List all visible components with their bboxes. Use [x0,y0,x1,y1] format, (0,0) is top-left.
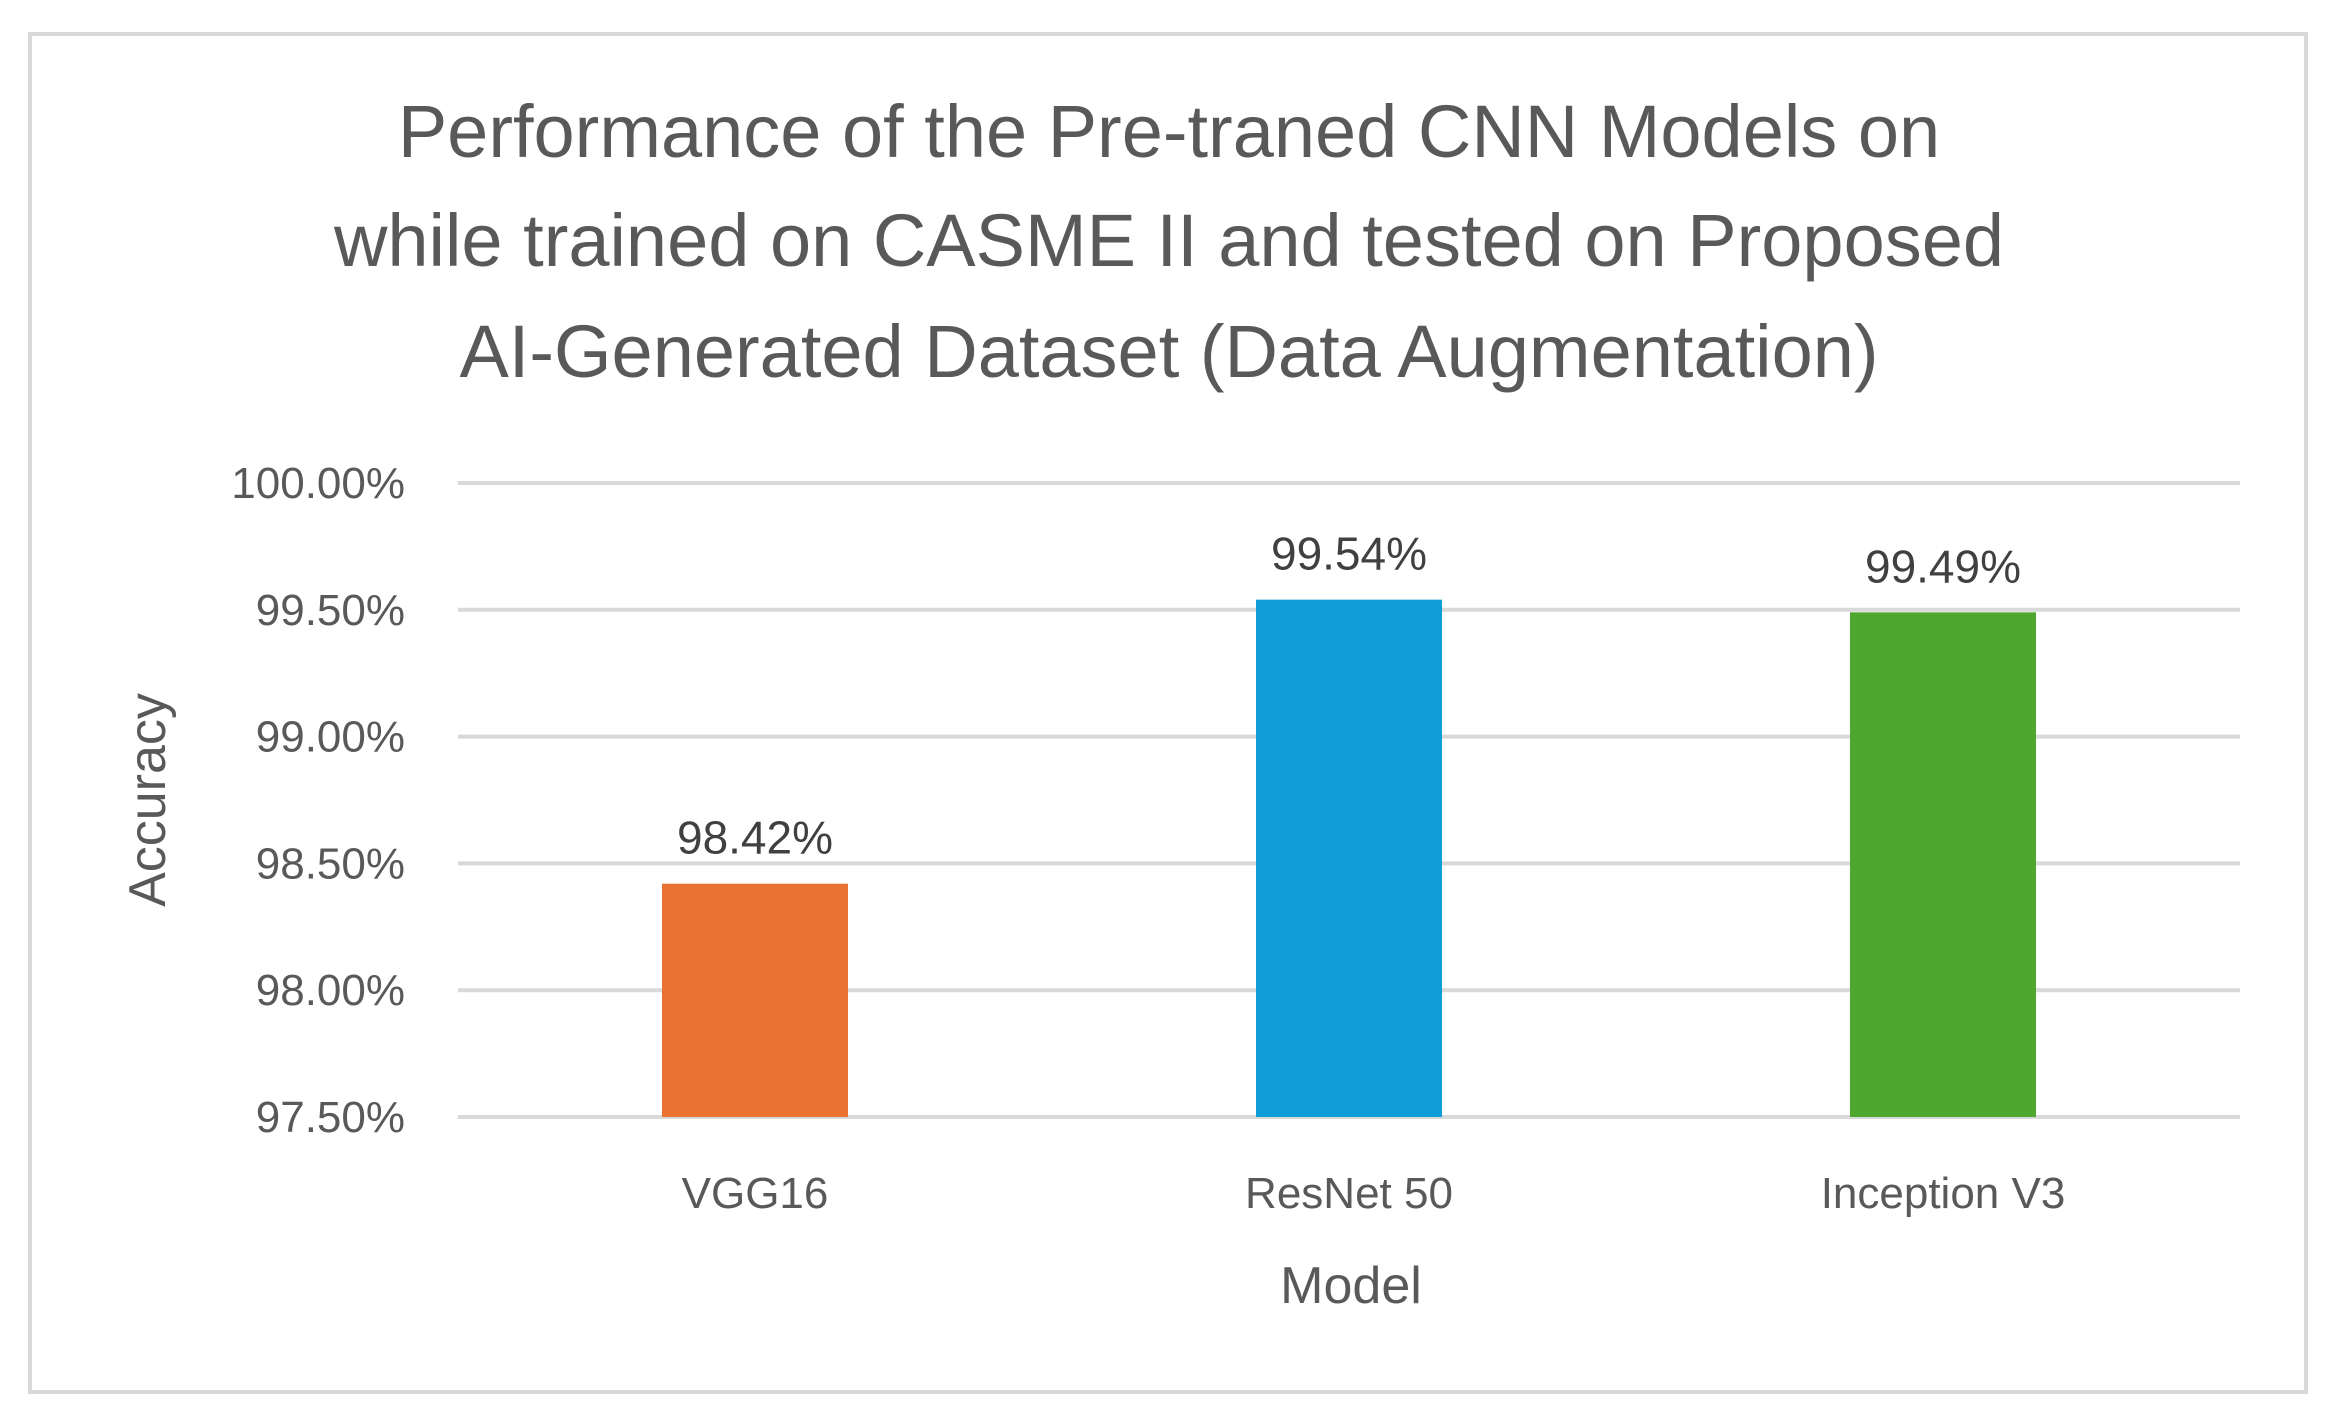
data-label: 99.54% [1271,528,1427,580]
y-tick-label: 97.50% [256,1093,405,1142]
x-axis-tick-labels: VGG16 ResNet 50 Inception V3 [682,1169,2066,1218]
chart-title: Performance of the Pre-traned CNN Models… [333,90,2004,393]
x-axis-title: Model [1280,1257,1422,1315]
chart-title-line-2: while trained on CASME II and tested on … [333,199,2004,282]
y-tick-label: 99.50% [256,586,405,635]
x-tick-label: Inception V3 [1821,1169,2066,1218]
y-tick-label: 100.00% [231,459,405,508]
y-tick-label: 98.50% [256,839,405,888]
bar [1256,599,1442,1117]
y-tick-label: 98.00% [256,966,405,1015]
data-labels: 98.42% 99.54% 99.49% [677,528,2021,864]
data-label: 98.42% [677,812,833,864]
y-axis-title: Accuracy [119,693,177,907]
bar [1850,612,2036,1117]
x-tick-label: VGG16 [682,1169,829,1218]
data-label: 99.49% [1865,540,2021,592]
bar [662,883,848,1117]
y-tick-label: 99.00% [256,713,405,762]
chart-title-line-1: Performance of the Pre-traned CNN Models… [398,90,1940,173]
chart-title-line-3: AI-Generated Dataset (Data Augmentation) [459,310,1878,393]
y-axis-tick-labels: 97.50% 98.00% 98.50% 99.00% 99.50% 100.00% [231,459,405,1142]
bars [662,599,2036,1117]
x-tick-label: ResNet 50 [1245,1169,1453,1218]
